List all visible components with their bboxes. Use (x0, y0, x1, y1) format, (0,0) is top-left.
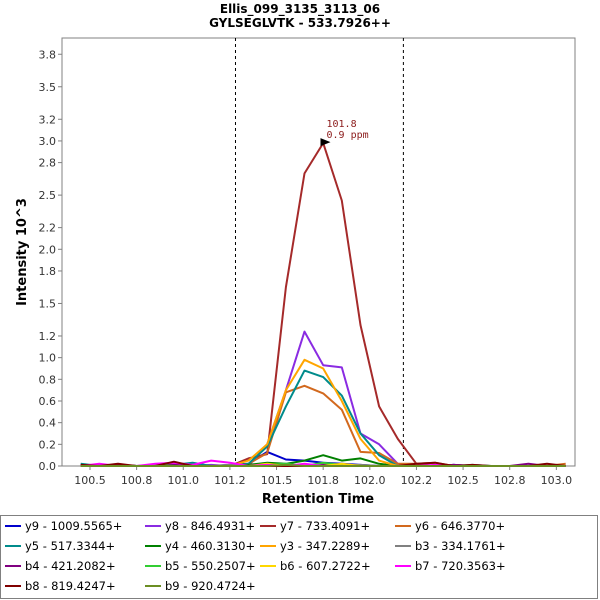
x-tick-label: 101.8 (307, 474, 339, 487)
y-tick-label: 3.0 (39, 135, 57, 148)
legend-label: b6 - 607.2722+ (280, 559, 371, 573)
legend-item: y4 - 460.3130+ (145, 539, 255, 553)
y-tick-label: 3.5 (39, 81, 57, 94)
legend-item: b8 - 819.4247+ (5, 579, 116, 593)
legend-swatch (145, 585, 161, 587)
y-tick-label: 2.0 (39, 243, 57, 256)
series-line (80, 463, 566, 467)
x-tick-label: 100.5 (74, 474, 106, 487)
legend-swatch (5, 545, 21, 547)
peak-annotation: 101.8 0.9 ppm (320, 119, 369, 147)
legend-item: b3 - 334.1761+ (395, 539, 506, 553)
legend-item: y5 - 517.3344+ (5, 539, 115, 553)
legend-item: y9 - 1009.5565+ (5, 519, 122, 533)
chart-title: Ellis_099_3135_3113_06 (220, 2, 380, 17)
legend-label: b5 - 550.2507+ (165, 559, 256, 573)
y-tick-label: 1.5 (39, 297, 57, 310)
legend-label: b8 - 819.4247+ (25, 579, 116, 593)
legend-swatch (395, 525, 411, 527)
legend-item: b9 - 920.4724+ (145, 579, 256, 593)
legend: y9 - 1009.5565+ y8 - 846.4931+ y7 - 733.40… (0, 515, 598, 599)
series-lines (80, 142, 566, 467)
legend-swatch (260, 545, 276, 547)
peak-rt-label: 101.8 (326, 119, 356, 130)
legend-item: y8 - 846.4931+ (145, 519, 255, 533)
y-tick-label: 2.8 (39, 157, 57, 170)
peak-ppm-label: 0.9 ppm (326, 130, 368, 141)
x-tick-label: 102.0 (354, 474, 386, 487)
legend-item: y6 - 646.3770+ (395, 519, 505, 533)
x-tick-label: 101.5 (261, 474, 293, 487)
legend-swatch (5, 585, 21, 587)
x-tick-label: 100.8 (121, 474, 153, 487)
y-tick-label: 3.8 (39, 48, 57, 61)
y-tick-label: 3.2 (39, 113, 57, 126)
legend-item: b5 - 550.2507+ (145, 559, 256, 573)
y-axis: 0.0 0.2 0.4 0.6 0.8 1.0 1.2 1.5 1.8 2.0 2.2 2.5 2.8 3… (39, 48, 62, 473)
plot-area (61, 37, 576, 467)
y-tick-label: 2.5 (39, 189, 57, 202)
x-axis: 100.5 100.8 101.0 101.2 101.5 101.8 102.0 102.2… (74, 466, 572, 487)
legend-swatch (145, 525, 161, 527)
legend-label: y6 - 646.3770+ (415, 519, 506, 533)
legend-label: b3 - 334.1761+ (415, 539, 506, 553)
y-tick-label: 0.0 (39, 460, 57, 473)
y-tick-label: 1.2 (39, 330, 57, 343)
legend-label: b7 - 720.3563+ (415, 559, 506, 573)
x-tick-label: 102.8 (494, 474, 526, 487)
x-tick-label: 102.5 (447, 474, 479, 487)
chromatogram-chart: Ellis_099_3135_3113_06 GYLSEGLVTK - 533.… (15, 2, 576, 507)
legend-label: b4 - 421.2082+ (25, 559, 116, 573)
y-tick-label: 1.0 (39, 352, 57, 365)
legend-label: y5 - 517.3344+ (25, 539, 116, 553)
legend-item: y3 - 347.2289+ (260, 539, 370, 553)
x-tick-label: 103.0 (541, 474, 573, 487)
legend-swatch (5, 565, 21, 567)
x-tick-label: 101.2 (214, 474, 246, 487)
legend-item: b7 - 720.3563+ (395, 559, 506, 573)
legend-label: y4 - 460.3130+ (165, 539, 256, 553)
y-tick-label: 0.4 (39, 417, 57, 430)
legend-item: b4 - 421.2082+ (5, 559, 116, 573)
legend-item: y7 - 733.4091+ (260, 519, 370, 533)
y-tick-label: 0.8 (39, 373, 57, 386)
y-tick-label: 0.2 (39, 438, 57, 451)
legend-label: y9 - 1009.5565+ (25, 519, 123, 533)
legend-label: y7 - 733.4091+ (280, 519, 371, 533)
legend-item: b6 - 607.2722+ (260, 559, 371, 573)
y-tick-label: 1.8 (39, 265, 57, 278)
legend-label: y8 - 846.4931+ (165, 519, 256, 533)
legend-swatch (5, 525, 21, 527)
y-axis-label: Intensity 10^3 (15, 198, 30, 306)
legend-swatch (145, 545, 161, 547)
legend-swatch (260, 525, 276, 527)
peak-boundaries (234, 38, 404, 466)
peak-arrow-icon (320, 138, 331, 147)
chart-subtitle: GYLSEGLVTK - 533.7926++ (209, 16, 391, 30)
x-tick-label: 102.2 (401, 474, 433, 487)
legend-swatch (395, 565, 411, 567)
legend-swatch (145, 565, 161, 567)
legend-label: b9 - 920.4724+ (165, 579, 256, 593)
x-axis-label: Retention Time (262, 492, 374, 507)
y-tick-label: 0.6 (39, 395, 57, 408)
y-tick-label: 2.2 (39, 222, 57, 235)
legend-swatch (395, 545, 411, 547)
legend-swatch (260, 565, 276, 567)
legend-label: y3 - 347.2289+ (280, 539, 371, 553)
x-tick-label: 101.0 (168, 474, 200, 487)
